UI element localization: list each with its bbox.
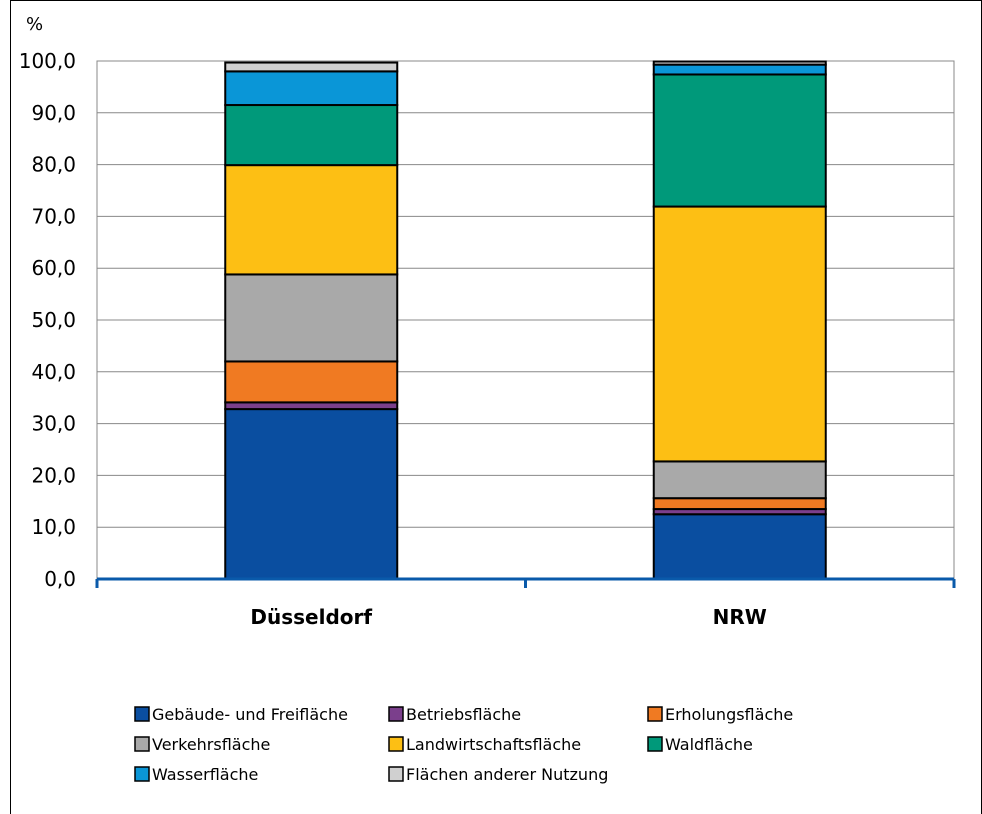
legend-label: Landwirtschaftsfläche xyxy=(406,735,581,754)
legend-swatch xyxy=(388,706,404,722)
legend-label: Erholungsfläche xyxy=(665,705,793,724)
y-tick-label: 100,0 xyxy=(19,49,76,73)
legend-label: Waldfläche xyxy=(665,735,753,754)
y-tick-label: 90,0 xyxy=(31,101,76,125)
legend-label: Flächen anderer Nutzung xyxy=(406,765,608,784)
category-label: Düsseldorf xyxy=(250,605,372,629)
y-tick-label: 60,0 xyxy=(31,256,76,280)
legend: Gebäude- und Freifläche Betriebsfläche Erh… xyxy=(134,705,793,784)
bars xyxy=(224,60,827,581)
bar-segment xyxy=(652,205,827,463)
legend-label: Betriebsfläche xyxy=(406,705,521,724)
bar-segment xyxy=(224,104,399,167)
legend-swatch xyxy=(388,766,404,782)
legend-swatch xyxy=(134,706,150,722)
bar-segment xyxy=(224,360,399,404)
bar-segment xyxy=(224,273,399,363)
bar-segment xyxy=(224,70,399,107)
bar-segment xyxy=(224,408,399,581)
y-axis-tick-labels: 0,0 10,0 20,0 30,0 40,0 50,0 60,0 70,0 80,0 90,0 1… xyxy=(19,49,76,591)
bar-segment xyxy=(652,63,827,76)
y-tick-label: 20,0 xyxy=(31,463,76,487)
bar-segment xyxy=(224,61,399,73)
y-tick-label: 70,0 xyxy=(31,204,76,228)
y-tick-label: 0,0 xyxy=(44,567,76,591)
legend-swatch xyxy=(647,736,663,752)
bar-segment xyxy=(224,164,399,276)
bar-segment xyxy=(652,60,827,66)
legend-swatch xyxy=(647,706,663,722)
x-axis: Düsseldorf NRW xyxy=(95,577,956,629)
legend-swatch xyxy=(134,736,150,752)
bar-segment xyxy=(652,497,827,511)
legend-label: Wasserfläche xyxy=(152,765,258,784)
y-tick-label: 80,0 xyxy=(31,153,76,177)
legend-label: Gebäude- und Freifläche xyxy=(152,705,348,724)
y-tick-label: 40,0 xyxy=(31,360,76,384)
bar-segment xyxy=(224,401,399,411)
legend-swatch xyxy=(388,736,404,752)
y-tick-label: 30,0 xyxy=(31,412,76,436)
y-tick-label: 10,0 xyxy=(31,515,76,539)
y-tick-label: 50,0 xyxy=(31,308,76,332)
y-axis-unit-label: % xyxy=(26,14,43,35)
bar-segment xyxy=(652,460,827,500)
legend-swatch xyxy=(134,766,150,782)
bar-segment xyxy=(652,73,827,208)
legend-label: Verkehrsfläche xyxy=(152,735,270,754)
category-label: NRW xyxy=(713,605,767,629)
bar-segment xyxy=(652,513,827,580)
